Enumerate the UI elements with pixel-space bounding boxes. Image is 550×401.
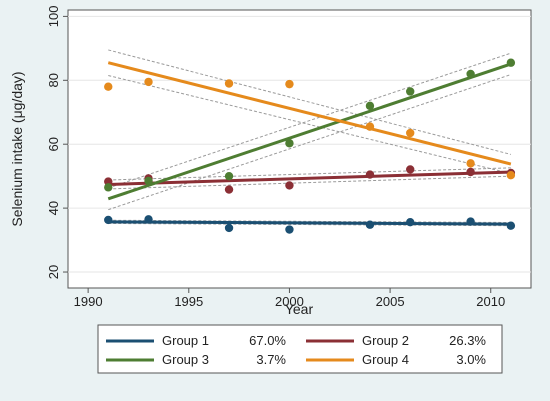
point-series-2-2009 xyxy=(466,167,475,177)
legend-share-series-3: 3.7% xyxy=(256,352,286,367)
point-series-1-1991 xyxy=(104,215,113,225)
x-tick-label-2010: 2010 xyxy=(476,294,505,309)
legend-label-series-2: Group 2 xyxy=(362,333,409,348)
ci-upper-series-1 xyxy=(108,219,511,223)
point-series-4-2004 xyxy=(365,122,375,131)
legend-share-series-1: 67.0% xyxy=(249,333,286,348)
plot-area xyxy=(67,9,532,289)
point-series-3-2004 xyxy=(365,101,375,111)
y-tick-label-20: 20 xyxy=(46,265,61,279)
ci-lower-series-3 xyxy=(108,74,512,211)
point-series-2-2006 xyxy=(406,165,415,174)
x-tick-label-1990: 1990 xyxy=(74,294,103,309)
legend-share-series-2: 26.3% xyxy=(449,333,486,348)
ci-lower-series-1 xyxy=(108,222,511,227)
x-axis-label: Year xyxy=(285,301,314,317)
fit-line-series-2 xyxy=(108,170,511,186)
fit-line-series-1 xyxy=(108,220,511,226)
point-series-1-1993 xyxy=(144,215,153,224)
point-series-4-2009 xyxy=(466,159,475,168)
point-series-3-2000 xyxy=(285,139,294,148)
point-series-4-1993 xyxy=(144,77,153,87)
point-series-4-1997 xyxy=(224,79,234,88)
legend-share-series-4: 3.0% xyxy=(456,352,486,367)
x-tick-label-1995: 1995 xyxy=(174,294,203,309)
ci-upper-series-2 xyxy=(108,167,511,181)
point-series-3-2011 xyxy=(506,58,516,67)
legend-label-series-4: Group 4 xyxy=(362,352,409,367)
fit-lines xyxy=(107,61,512,226)
fit-line-series-3 xyxy=(107,62,512,201)
point-series-1-1997 xyxy=(224,223,234,233)
point-series-1-2000 xyxy=(285,225,294,234)
point-series-3-1997 xyxy=(224,171,234,181)
legend-box xyxy=(97,324,503,374)
y-tick-label-100: 100 xyxy=(46,6,61,28)
point-series-2-2000 xyxy=(285,181,294,190)
point-series-2-2004 xyxy=(365,170,375,179)
point-series-2-1997 xyxy=(224,185,234,194)
legend-label-series-1: Group 1 xyxy=(162,333,209,348)
ci-lower-series-4 xyxy=(108,75,511,175)
point-series-2-1991 xyxy=(104,177,113,186)
point-series-4-2000 xyxy=(285,79,294,89)
legend-label-series-3: Group 3 xyxy=(162,352,209,367)
point-series-3-2009 xyxy=(466,69,475,79)
point-series-3-1991 xyxy=(104,183,113,192)
legend: Group 1 67.0% Group 2 26.3% Group 3 3.7% Group… xyxy=(106,333,486,367)
y-tick-label-40: 40 xyxy=(46,201,61,215)
y-axis: 20 40 60 80 100 xyxy=(46,6,68,279)
point-series-3-1993 xyxy=(144,176,153,186)
point-series-1-2004 xyxy=(365,220,375,229)
point-series-1-2006 xyxy=(406,217,415,227)
point-series-4-2006 xyxy=(406,128,415,138)
ci-upper-series-3 xyxy=(108,52,512,189)
fit-line-series-4 xyxy=(107,61,512,166)
x-axis: 1990 1995 2000 2005 2010 xyxy=(74,288,505,309)
data-points xyxy=(104,58,516,234)
point-series-4-2011 xyxy=(506,171,516,180)
y-tick-label-60: 60 xyxy=(46,137,61,151)
point-series-1-2011 xyxy=(506,221,516,230)
point-series-4-1991 xyxy=(104,82,113,91)
y-tick-label-80: 80 xyxy=(46,73,61,87)
point-series-1-2009 xyxy=(466,217,475,226)
point-series-3-2006 xyxy=(406,87,415,96)
ci-upper-series-4 xyxy=(108,49,511,155)
confidence-intervals xyxy=(108,49,512,227)
x-tick-label-2005: 2005 xyxy=(376,294,405,309)
y-axis-label: Selenium intake (μg/day) xyxy=(9,71,25,226)
x-tick-label-2000: 2000 xyxy=(275,294,304,309)
